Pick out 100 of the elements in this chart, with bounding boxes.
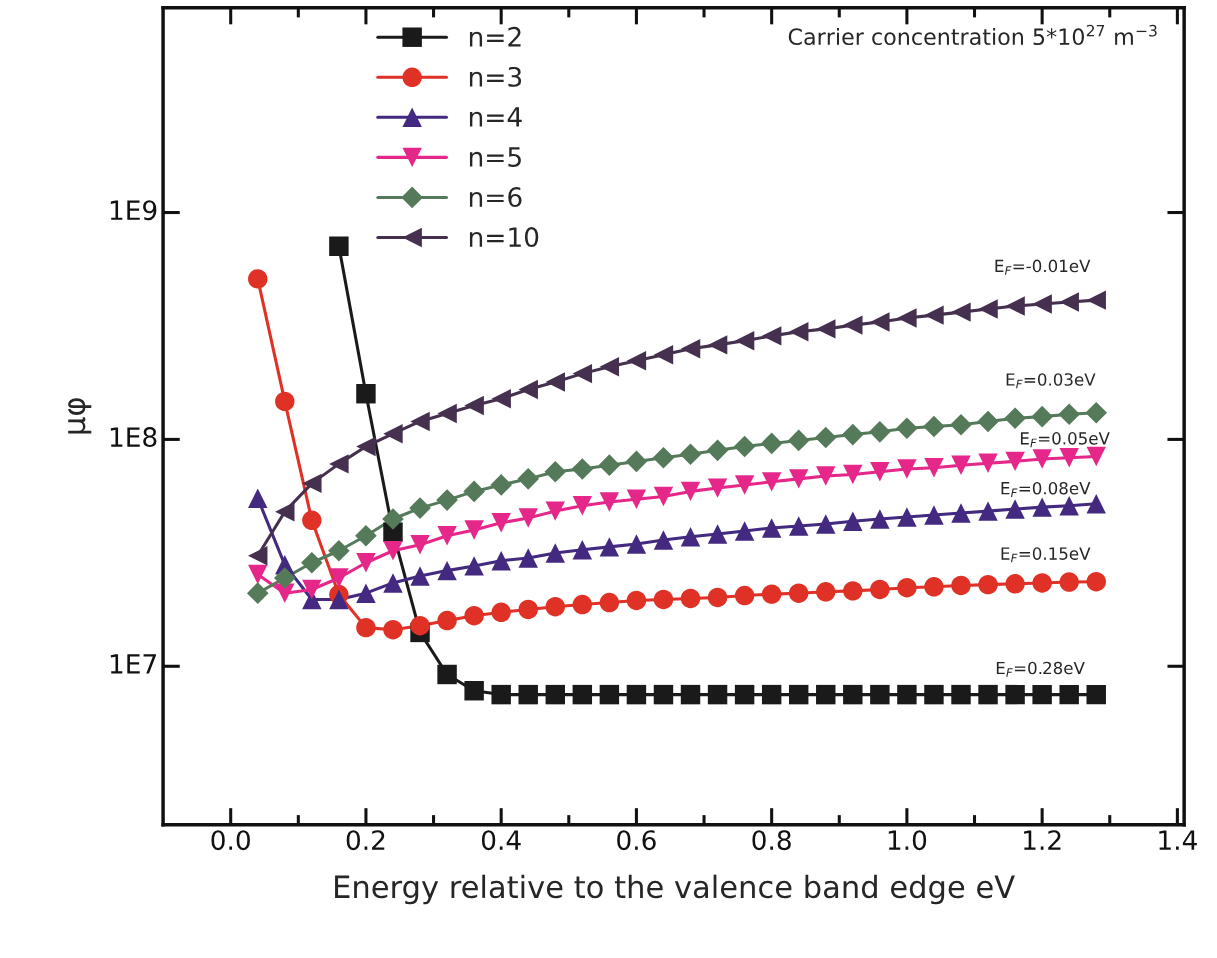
- point: [814, 426, 837, 449]
- point: [626, 489, 647, 509]
- point: [680, 588, 701, 609]
- point: [599, 357, 620, 377]
- point: [1005, 684, 1025, 705]
- point: [464, 681, 484, 701]
- point: [248, 546, 268, 566]
- point: [977, 410, 999, 433]
- point: [518, 379, 538, 400]
- point: [246, 582, 269, 604]
- point: [869, 421, 891, 443]
- point: [707, 684, 728, 705]
- point: [572, 684, 593, 705]
- point: [653, 486, 674, 507]
- point: [572, 594, 593, 615]
- point: [1005, 296, 1025, 316]
- point: [924, 684, 944, 705]
- point: [816, 684, 836, 705]
- legend-label: n=4: [469, 107, 522, 127]
- point: [437, 526, 457, 546]
- point: [437, 610, 457, 631]
- point: [383, 541, 403, 561]
- point: [1031, 405, 1053, 428]
- point: [788, 583, 809, 603]
- point: [437, 560, 457, 581]
- point: [437, 664, 457, 685]
- point: [951, 575, 971, 596]
- point: [1058, 403, 1080, 426]
- x-tick-label: 1.0: [888, 830, 927, 851]
- point: [545, 501, 565, 521]
- point: [870, 579, 890, 600]
- point: [248, 488, 268, 509]
- point: [1086, 446, 1106, 467]
- legend-label: n=3: [469, 66, 522, 87]
- point: [302, 510, 322, 531]
- point: [545, 543, 565, 563]
- point: [816, 466, 836, 486]
- point: [653, 589, 674, 610]
- point: [1032, 294, 1052, 314]
- x-axis-title: Energy relative to the valence band edge eV: [335, 874, 1015, 905]
- point: [275, 391, 295, 412]
- point: [951, 503, 971, 523]
- annotation: Carrier concentration 5*10$^{27}$ m$^{−3}$: [788, 24, 1157, 46]
- point: [491, 513, 511, 533]
- point: [1085, 402, 1108, 424]
- point: [302, 473, 322, 494]
- point: [356, 436, 376, 457]
- point: [734, 521, 755, 541]
- point: [356, 583, 376, 603]
- point: [572, 363, 593, 384]
- point: [572, 496, 593, 516]
- annotation: E$_{F}$=-0.01eV: [995, 259, 1091, 275]
- point: [463, 480, 485, 503]
- point: [652, 446, 675, 469]
- y-axis-title: μφ: [68, 398, 92, 434]
- point: [436, 489, 458, 511]
- point: [788, 469, 809, 489]
- point: [924, 505, 944, 525]
- point: [951, 302, 971, 322]
- point: [706, 439, 729, 462]
- y-tick-label: 1E9: [110, 200, 157, 221]
- y-tick-label: 1E7: [110, 654, 156, 674]
- point: [816, 514, 836, 534]
- point: [301, 551, 323, 574]
- point: [545, 597, 565, 617]
- point: [518, 548, 538, 568]
- point: [1005, 451, 1025, 472]
- point: [1005, 499, 1025, 519]
- point: [1032, 684, 1052, 705]
- point: [382, 508, 404, 530]
- point: [787, 429, 810, 452]
- point: [1059, 448, 1079, 468]
- point: [1086, 494, 1106, 514]
- point: [761, 472, 782, 492]
- point: [788, 516, 809, 536]
- point: [626, 590, 647, 611]
- point: [816, 582, 836, 602]
- x-tick-label: 0.6: [617, 830, 656, 851]
- point: [1004, 407, 1026, 430]
- point: [734, 475, 755, 495]
- point: [680, 481, 701, 502]
- point: [518, 508, 538, 528]
- point: [707, 524, 728, 544]
- point: [1032, 573, 1052, 593]
- point: [518, 599, 538, 620]
- point: [410, 411, 430, 432]
- x-tick-label: 1.2: [1024, 830, 1061, 850]
- point: [788, 684, 809, 705]
- point: [329, 589, 349, 610]
- point: [761, 518, 782, 538]
- point: [843, 511, 863, 531]
- x-tick-label: 1.4: [1159, 830, 1197, 850]
- point: [761, 326, 782, 346]
- x-tick-label: 0.0: [211, 830, 250, 851]
- point: [843, 581, 863, 601]
- point: [1032, 449, 1052, 469]
- point: [1059, 496, 1079, 516]
- point: [843, 684, 863, 705]
- point: [383, 573, 403, 593]
- point: [897, 684, 917, 705]
